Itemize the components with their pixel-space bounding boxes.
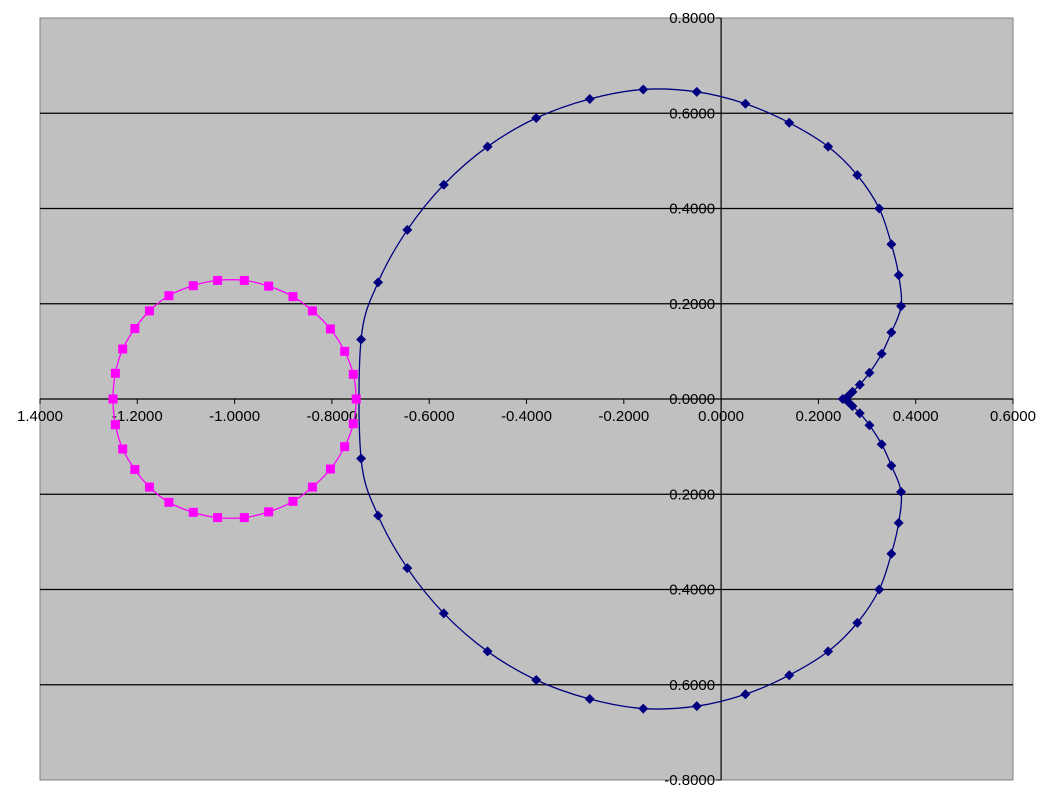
series-2-point xyxy=(340,346,350,356)
y-tick-label: 0.4000 xyxy=(669,201,715,218)
series-2-point xyxy=(348,419,358,429)
x-tick-label: 0.2000 xyxy=(795,408,841,425)
y-tick-label: -0.8000 xyxy=(664,772,715,789)
series-2-point xyxy=(213,513,223,523)
y-tick-label: 0.6000 xyxy=(669,105,715,122)
series-1-point xyxy=(886,548,897,559)
series-1-point xyxy=(531,674,542,685)
series-1-point xyxy=(893,270,904,281)
series-2-point xyxy=(288,292,298,302)
y-tick-label: 0.8000 xyxy=(669,10,715,27)
series-1-point xyxy=(842,396,853,407)
series-2-point xyxy=(325,464,335,474)
series-2-point xyxy=(188,507,198,517)
series-1-point xyxy=(482,646,493,657)
x-tick-label: 1.4000 xyxy=(17,408,63,425)
series-2-point xyxy=(307,306,317,316)
series-2-point xyxy=(325,324,335,334)
series-2-point xyxy=(108,394,118,404)
series-2-point xyxy=(239,513,249,523)
series-1-point xyxy=(584,93,595,104)
series-2-point xyxy=(307,482,317,492)
series-2-point xyxy=(144,482,154,492)
series-1-point xyxy=(823,141,834,152)
series-2-point xyxy=(264,281,274,291)
series-1-point xyxy=(740,689,751,700)
series-1-point xyxy=(896,486,907,497)
series-1-point xyxy=(373,510,384,521)
series-2-point xyxy=(188,281,198,291)
series-1-point xyxy=(482,141,493,152)
series-1-point xyxy=(864,420,875,431)
series-2-point xyxy=(110,420,120,430)
series-1-point xyxy=(784,670,795,681)
series-2-point xyxy=(348,369,358,379)
series-1-point xyxy=(854,379,865,390)
y-tick-label: 0.6000 xyxy=(669,677,715,694)
y-tick-label: 0.2000 xyxy=(669,486,715,503)
series-2-point xyxy=(351,394,361,404)
series-1-point xyxy=(584,694,595,705)
series-2-point xyxy=(213,275,223,285)
series-1-point xyxy=(847,386,858,397)
series-1-point xyxy=(896,301,907,312)
series-2-point xyxy=(164,291,174,301)
series-1-point xyxy=(852,617,863,628)
y-tick-label: 0.0000 xyxy=(669,391,715,408)
series-2-point xyxy=(130,324,140,334)
x-tick-label: -1.2000 xyxy=(112,408,163,425)
series-1-point xyxy=(854,408,865,419)
series-1-point xyxy=(864,367,875,378)
series-1-point xyxy=(356,334,367,345)
series-1-point xyxy=(852,170,863,181)
x-tick-label: -0.8000 xyxy=(306,408,357,425)
series-1-point xyxy=(886,239,897,250)
series-1-point xyxy=(893,517,904,528)
series-1-point xyxy=(402,563,413,574)
series-1-point xyxy=(886,460,897,471)
series-2-point xyxy=(118,344,128,354)
series-2-point xyxy=(144,306,154,316)
x-tick-label: 0.0000 xyxy=(698,408,744,425)
x-tick-label: -0.2000 xyxy=(598,408,649,425)
series-1-point xyxy=(438,179,449,190)
series-2-point xyxy=(118,444,128,454)
series-1-point xyxy=(691,86,702,97)
series-1-point xyxy=(638,703,649,714)
series-1-point xyxy=(876,439,887,450)
series-1-point xyxy=(638,84,649,95)
x-tick-label: 0.6000 xyxy=(990,408,1036,425)
series-2-point xyxy=(264,507,274,517)
x-tick-label: -0.6000 xyxy=(404,408,455,425)
series-2-point xyxy=(239,275,249,285)
series-1-point xyxy=(373,277,384,288)
series-1-point xyxy=(886,327,897,338)
series-2-point xyxy=(340,442,350,452)
series-1-point xyxy=(356,453,367,464)
x-tick-label: -0.4000 xyxy=(501,408,552,425)
series-1-point xyxy=(823,646,834,657)
series-1-point xyxy=(876,348,887,359)
series-1-point xyxy=(874,584,885,595)
x-tick-label: 0.4000 xyxy=(893,408,939,425)
series-1-point xyxy=(402,224,413,235)
y-tick-label: 0.2000 xyxy=(669,296,715,313)
series-2-point xyxy=(110,368,120,378)
series-1-point xyxy=(874,203,885,214)
series-1-point xyxy=(784,117,795,128)
series-2-point xyxy=(130,464,140,474)
series-1-point xyxy=(740,98,751,109)
series-2-point xyxy=(164,497,174,507)
series-1-point xyxy=(438,608,449,619)
x-tick-label: -1.0000 xyxy=(209,408,260,425)
series-2-point xyxy=(288,496,298,506)
series-1-point xyxy=(531,113,542,124)
y-tick-label: 0.4000 xyxy=(669,582,715,599)
series-1-point xyxy=(691,701,702,712)
